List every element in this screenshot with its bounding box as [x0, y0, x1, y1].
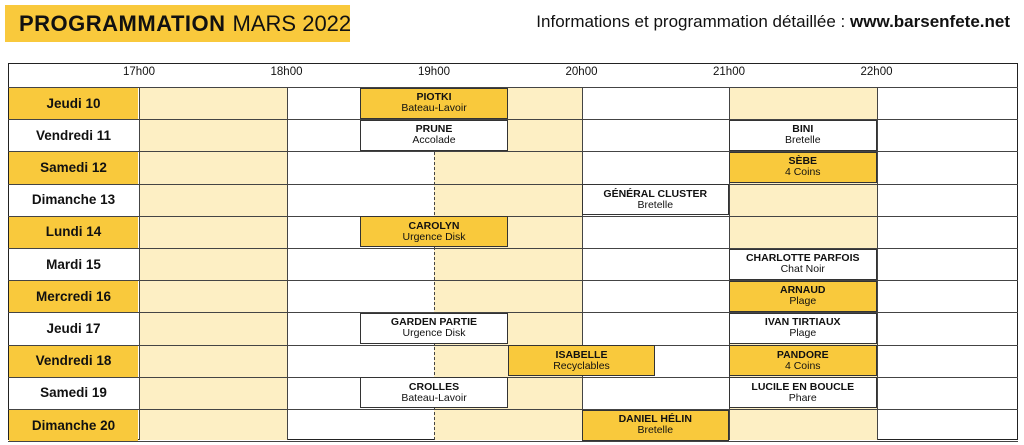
event-artist: PANDORE [776, 348, 829, 361]
event-venue: Bretelle [784, 134, 821, 147]
info-line: Informations et programmation détaillée … [536, 12, 1010, 32]
event-block[interactable]: PANDORE 4 Coins [729, 345, 877, 377]
row-line [8, 119, 1018, 121]
event-block[interactable]: LUCILE EN BOUCLE Phare [729, 377, 877, 409]
event-artist: LUCILE EN BOUCLE [751, 380, 855, 393]
hour-line [286, 87, 288, 440]
event-block[interactable]: CAROLYN Urgence Disk [360, 216, 508, 248]
event-block[interactable]: GARDEN PARTIE Urgence Disk [360, 312, 508, 345]
day-column-line [139, 87, 140, 440]
event-artist: PIOTKI [416, 91, 452, 104]
info-url[interactable]: www.barsenfete.net [850, 12, 1010, 31]
time-label: 17h00 [123, 66, 155, 78]
title-main: PROGRAMMATION [19, 10, 226, 36]
day-label: Lundi 14 [9, 215, 138, 248]
event-venue: Urgence Disk [402, 327, 466, 340]
row-line [8, 151, 1018, 153]
row-line [8, 87, 1018, 88]
info-text: Informations et programmation détaillée … [536, 12, 846, 31]
band-17h-18h [139, 87, 287, 440]
time-label: 21h00 [713, 66, 745, 78]
event-venue: Urgence Disk [402, 230, 466, 243]
row-line [8, 280, 1018, 282]
event-venue: Plage [789, 295, 817, 308]
event-artist: CHARLOTTE PARFOIS [745, 252, 860, 265]
event-venue: Phare [788, 391, 817, 404]
day-label: Samedi 12 [9, 151, 138, 184]
time-label: 18h00 [270, 66, 303, 78]
time-label: 20h00 [565, 66, 598, 78]
time-label: 22h00 [860, 66, 893, 78]
event-artist: GÉNÉRAL CLUSTER [603, 187, 708, 200]
event-artist: DANIEL HÉLIN [618, 413, 692, 426]
day-label: Vendredi 11 [9, 119, 138, 152]
day-label: Jeudi 17 [9, 312, 138, 345]
row-line [8, 248, 1018, 249]
event-venue: 4 Coins [784, 359, 821, 372]
event-artist: ISABELLE [555, 348, 608, 361]
event-venue: 4 Coins [784, 166, 821, 179]
event-venue: Bretelle [637, 198, 674, 211]
title-month: MARS 2022 [232, 10, 352, 36]
event-venue: Plage [789, 327, 817, 340]
day-label: Dimanche 13 [9, 183, 138, 216]
event-venue: Bretelle [637, 424, 674, 437]
row-line [8, 312, 1018, 314]
event-block[interactable]: PRUNE Accolade [360, 119, 508, 151]
day-label: Mardi 15 [9, 248, 138, 281]
event-block[interactable]: BINI Bretelle [729, 119, 877, 151]
event-venue: Accolade [412, 134, 456, 147]
hour-line-dashed [434, 87, 435, 440]
row-line [8, 215, 1018, 217]
event-artist: GARDEN PARTIE [390, 316, 478, 329]
event-artist: PRUNE [415, 123, 453, 136]
event-venue: Bateau-Lavoir [401, 391, 467, 404]
row-line [8, 409, 1018, 410]
event-block[interactable]: ARNAUD Plage [729, 280, 877, 312]
day-label: Vendredi 18 [9, 344, 138, 377]
event-artist: ARNAUD [780, 284, 826, 297]
event-block[interactable]: PIOTKI Bateau-Lavoir [360, 87, 508, 119]
event-artist: SÈBE [788, 155, 818, 168]
event-venue: Chat Noir [780, 263, 825, 276]
event-block[interactable]: SÈBE 4 Coins [729, 151, 877, 184]
hour-line [876, 87, 878, 440]
row-line [8, 441, 1018, 443]
event-block[interactable]: CROLLES Bateau-Lavoir [360, 377, 508, 409]
event-artist: IVAN TIRTIAUX [764, 316, 841, 329]
event-block[interactable]: DANIEL HÉLIN Bretelle [581, 409, 729, 441]
title-banner: PROGRAMMATION MARS 2022 [5, 5, 352, 42]
row-line [8, 376, 1018, 378]
event-artist: CROLLES [408, 380, 460, 393]
event-artist: BINI [792, 123, 814, 136]
event-block[interactable]: GÉNÉRAL CLUSTER Bretelle [581, 184, 729, 216]
row-line [8, 183, 1018, 185]
event-artist: CAROLYN [408, 219, 460, 232]
day-label: Dimanche 20 [9, 409, 138, 442]
event-venue: Bateau-Lavoir [401, 102, 467, 115]
day-label: Mercredi 16 [9, 280, 138, 313]
event-block[interactable]: CHARLOTTE PARFOIS Chat Noir [729, 248, 877, 280]
day-label: Jeudi 10 [9, 87, 138, 120]
day-label: Samedi 19 [9, 376, 138, 409]
event-venue: Recyclables [553, 359, 610, 372]
event-block[interactable]: IVAN TIRTIAUX Plage [729, 312, 877, 345]
hour-line [581, 87, 583, 440]
time-label: 19h00 [418, 66, 450, 78]
event-block[interactable]: ISABELLE Recyclables [507, 345, 656, 377]
